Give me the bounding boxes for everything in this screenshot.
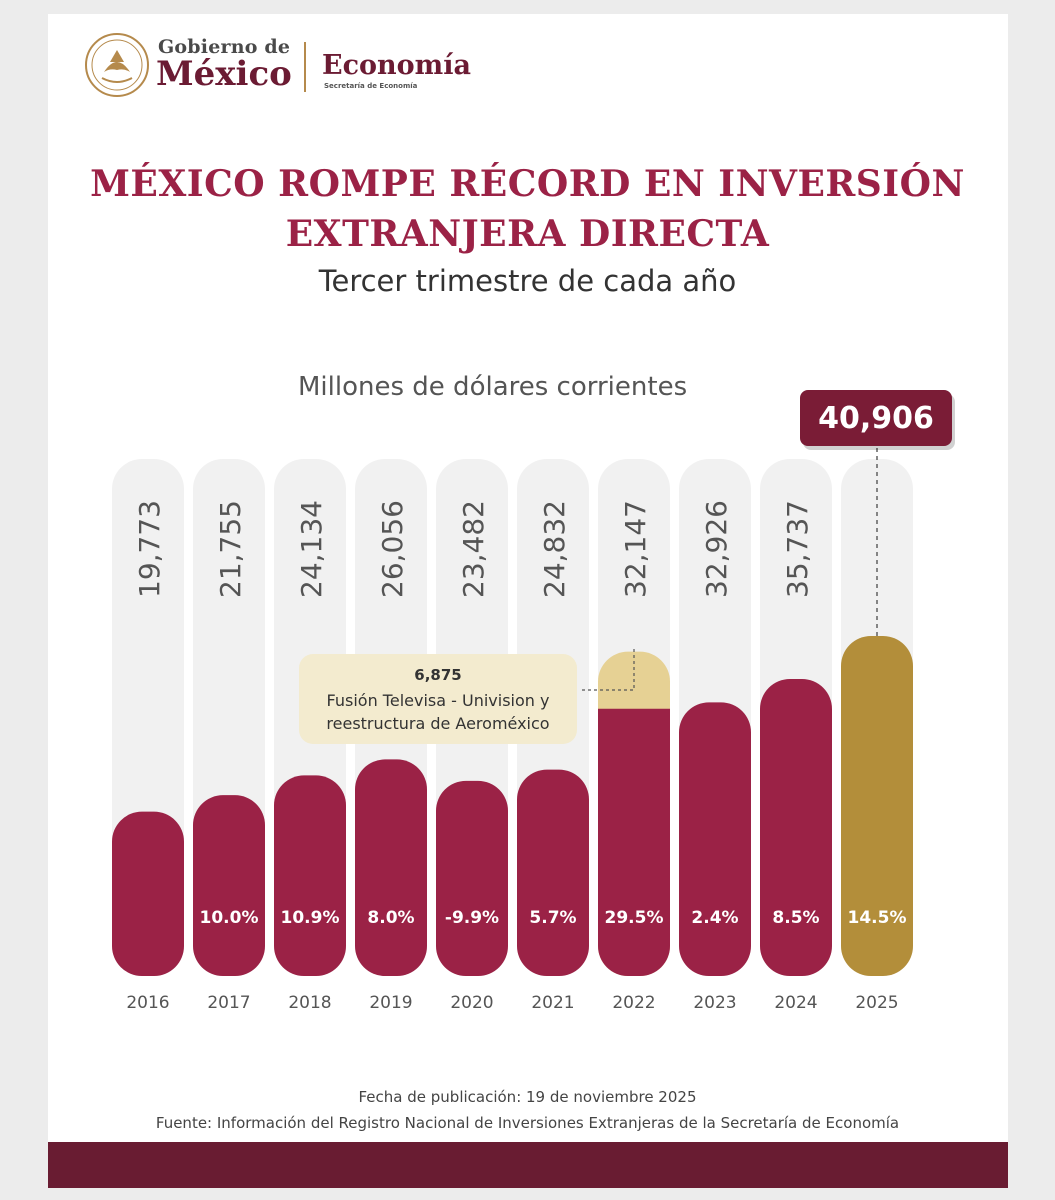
growth-label: 10.9%	[281, 908, 340, 928]
footer-band	[48, 1142, 1008, 1188]
growth-label: 5.7%	[529, 908, 576, 928]
bar	[274, 775, 346, 976]
bar-value-label: 26,056	[376, 500, 409, 598]
year-tick-label: 2021	[531, 993, 574, 1013]
growth-label: -9.9%	[445, 908, 499, 928]
year-tick-label: 2020	[450, 993, 493, 1013]
logo-line1: Gobierno de	[158, 36, 291, 58]
bar	[355, 759, 427, 976]
logo-dept-sub: Secretaría de Economía	[324, 82, 418, 90]
logo-dept: Economía	[322, 50, 471, 81]
annotation-text-line1: Fusión Televisa - Univision y	[327, 691, 550, 710]
logo-divider	[304, 42, 306, 92]
year-tick-label: 2016	[126, 993, 169, 1013]
bar-value-label: 32,147	[619, 500, 652, 598]
annotation-leader	[582, 647, 635, 691]
subtitle: Tercer trimestre de cada año	[318, 264, 737, 298]
title-line2: EXTRANJERA DIRECTA	[285, 213, 770, 255]
year-tick-label: 2017	[207, 993, 250, 1013]
year-tick-label: 2022	[612, 993, 655, 1013]
year-tick-label: 2019	[369, 993, 412, 1013]
unit-label: Millones de dólares corrientes	[298, 372, 688, 402]
annotation-value: 6,875	[414, 666, 461, 684]
year-tick-label: 2018	[288, 993, 331, 1013]
highlight-value-label: 40,906	[818, 401, 934, 436]
title-line1: MÉXICO ROMPE RÉCORD EN INVERSIÓN	[90, 163, 965, 205]
year-tick-label: 2023	[693, 993, 736, 1013]
growth-label: 2.4%	[691, 908, 738, 928]
coat-of-arms-icon	[85, 33, 149, 97]
bar	[517, 769, 589, 976]
bar-value-label: 32,926	[700, 500, 733, 598]
bar-value-label: 19,773	[133, 500, 166, 598]
growth-label: 8.0%	[367, 908, 414, 928]
annotation-text-line2: reestructura de Aeroméxico	[326, 714, 549, 733]
bar	[436, 780, 508, 976]
logo-line2: México	[156, 54, 292, 94]
year-tick-label: 2025	[855, 993, 898, 1013]
source-note: Fuente: Información del Registro Naciona…	[155, 1114, 900, 1132]
bar-value-label: 23,482	[457, 500, 490, 598]
bar	[760, 678, 832, 976]
bar	[112, 811, 184, 976]
bar-value-label: 24,832	[538, 500, 571, 598]
growth-label: 8.5%	[772, 908, 819, 928]
bar-value-label: 24,134	[295, 500, 328, 598]
bar-value-label: 21,755	[214, 500, 247, 598]
bar	[598, 708, 670, 976]
growth-label: 29.5%	[605, 908, 664, 928]
growth-label: 14.5%	[848, 908, 907, 928]
growth-label: 10.0%	[200, 908, 259, 928]
bar	[193, 795, 265, 976]
government-logo: Gobierno de México Economía Secretaría d…	[84, 32, 504, 98]
publication-date: Fecha de publicación: 19 de noviembre 20…	[358, 1088, 697, 1106]
annotation-box	[299, 654, 577, 744]
bar	[841, 636, 913, 976]
bar	[679, 702, 751, 976]
highlight-label-box	[800, 390, 952, 446]
bar-value-label: 35,737	[781, 500, 814, 598]
year-tick-label: 2024	[774, 993, 817, 1013]
